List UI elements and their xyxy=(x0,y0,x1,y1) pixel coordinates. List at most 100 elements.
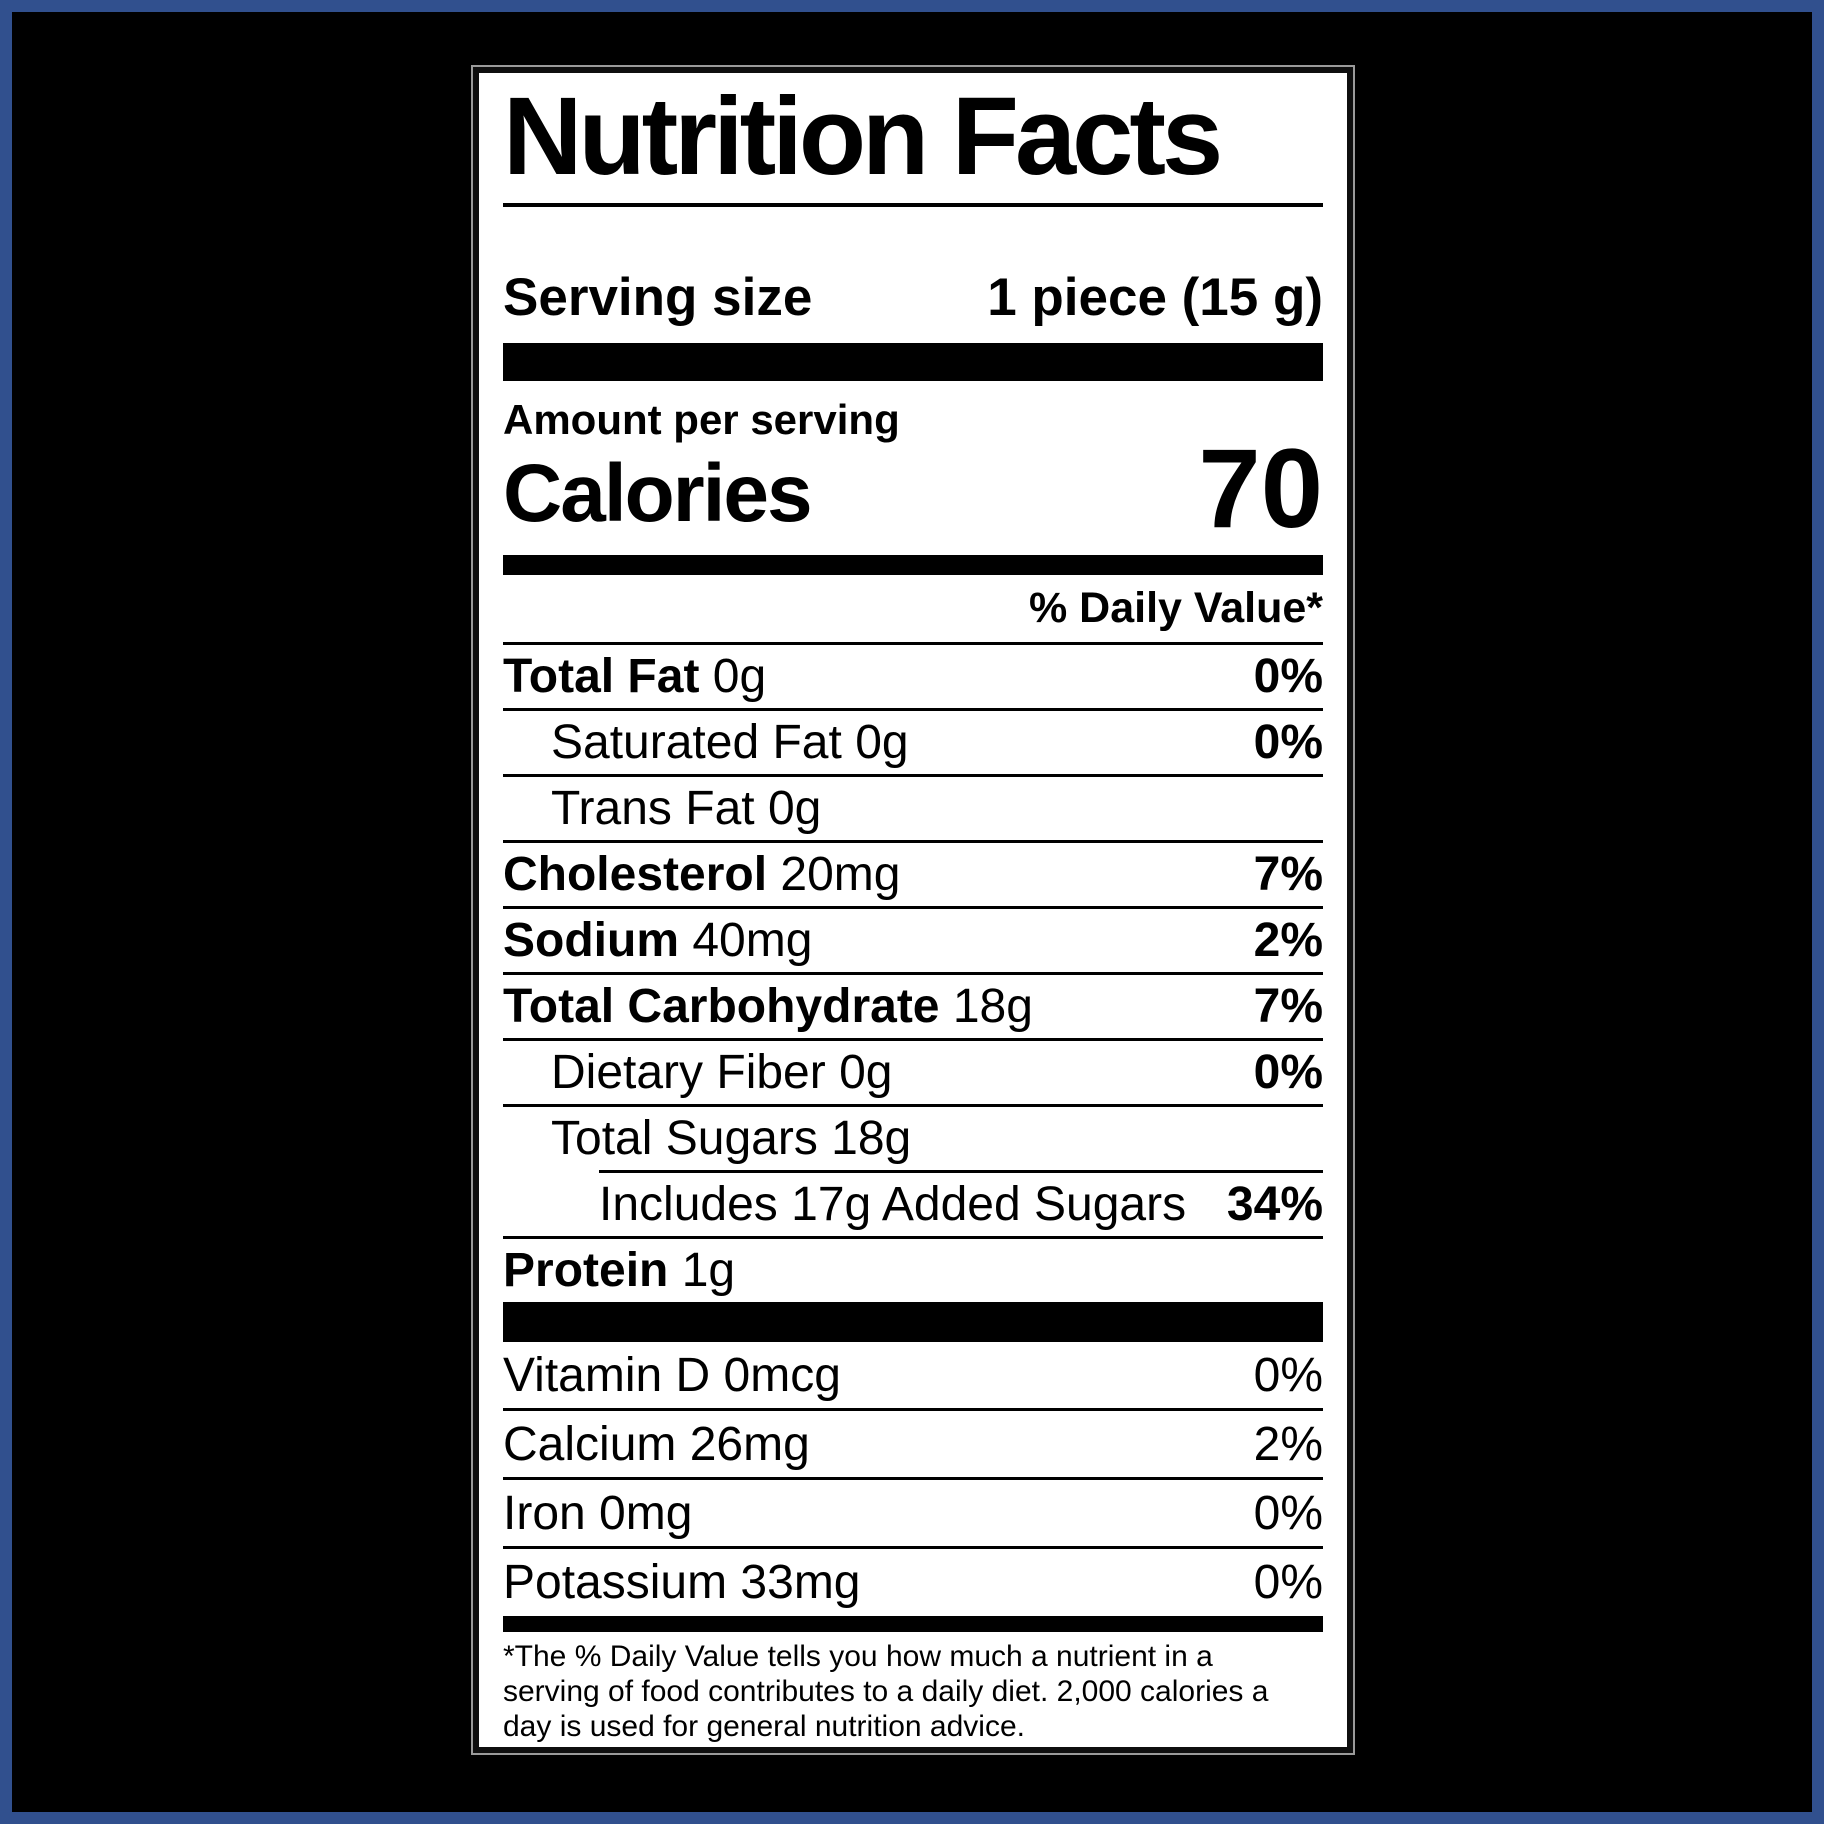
nutrient-name-and-amount: Protein 1g xyxy=(503,1243,735,1298)
thick-bar-below-serving xyxy=(503,343,1323,382)
label-title: Nutrition Facts xyxy=(503,75,1223,198)
row-divider xyxy=(503,774,1323,778)
micronutrient-row: Calcium 26mg 2% xyxy=(503,1411,1323,1477)
row-divider xyxy=(503,1236,1323,1240)
serving-size-value: 1 piece (15 g) xyxy=(987,267,1323,327)
nutrient-row: Dietary Fiber 0g 0% xyxy=(503,1041,1323,1104)
nutrient-rows: Total Fat 0g 0% Saturated Fat 0g 0% Tran… xyxy=(503,642,1323,1302)
nutrient-name: Sodium xyxy=(503,914,679,968)
nutrient-name: Total Fat xyxy=(503,650,700,704)
nutrient-name: Includes 17g Added Sugars xyxy=(599,1178,1187,1232)
nutrient-name: Dietary Fiber xyxy=(551,1046,826,1100)
nutrient-amount: 18g xyxy=(831,1112,912,1166)
calories-value: 70 xyxy=(1198,426,1323,552)
nutrient-row: Cholesterol 20mg 7% xyxy=(503,843,1323,906)
nutrient-row-unit: Sodium 40mg 2% xyxy=(503,906,1323,972)
nutrient-name-and-amount: Total Carbohydrate 18g xyxy=(503,979,1033,1034)
nutrient-name-and-amount: Cholesterol 20mg xyxy=(503,847,900,902)
calories-label: Calories xyxy=(503,448,813,540)
micronutrient-rows: Vitamin D 0mcg 0% Calcium 26mg 2% Iron 0… xyxy=(503,1342,1323,1615)
nutrient-amount: 0g xyxy=(712,650,767,704)
nutrient-percent: 34% xyxy=(1226,1178,1323,1232)
nutrient-amount: 0g xyxy=(839,1046,893,1100)
nutrient-name-and-amount: Total Fat 0g xyxy=(503,649,766,704)
nutrient-row: Protein 1g xyxy=(503,1239,1323,1302)
micronutrient-name: Vitamin D 0mcg xyxy=(503,1348,841,1402)
row-divider xyxy=(503,1408,1323,1412)
nutrient-percent: 0% xyxy=(1253,650,1323,704)
nutrient-row-unit: Includes 17g Added Sugars 34% xyxy=(503,1170,1323,1236)
nutrient-row-unit: Total Sugars 18g xyxy=(503,1104,1323,1170)
row-divider xyxy=(503,1038,1323,1042)
nutrient-name-and-amount: Dietary Fiber 0g xyxy=(503,1045,892,1100)
row-divider xyxy=(503,642,1323,646)
nutrient-amount: 18g xyxy=(952,980,1033,1034)
nutrient-percent: 7% xyxy=(1253,848,1323,902)
amount-per-serving-label: Amount per serving xyxy=(503,396,900,444)
nutrient-name: Saturated Fat xyxy=(551,716,842,770)
nutrient-name: Total Carbohydrate xyxy=(503,980,940,1034)
nutrient-row-unit: Total Carbohydrate 18g 7% xyxy=(503,972,1323,1038)
row-divider xyxy=(599,1170,1323,1174)
thick-bar-above-vitamins xyxy=(503,1302,1323,1343)
nutrient-name: Protein xyxy=(503,1244,669,1298)
micronutrient-percent: 0% xyxy=(1253,1486,1323,1540)
micronutrient-name: Iron 0mg xyxy=(503,1486,693,1540)
nutrient-name-and-amount: Includes 17g Added Sugars xyxy=(503,1177,1186,1232)
nutrient-row: Saturated Fat 0g 0% xyxy=(503,711,1323,774)
blank-area xyxy=(503,207,1323,265)
micronutrient-name: Calcium 26mg xyxy=(503,1417,810,1471)
nutrient-row: Trans Fat 0g xyxy=(503,777,1323,840)
nutrient-amount: 1g xyxy=(681,1244,736,1298)
nutrient-row-unit: Dietary Fiber 0g 0% xyxy=(503,1038,1323,1104)
micronutrient-name: Potassium 33mg xyxy=(503,1555,861,1609)
nutrient-row-unit: Protein 1g xyxy=(503,1236,1323,1302)
micronutrient-percent: 0% xyxy=(1253,1348,1323,1402)
nutrient-percent: 2% xyxy=(1253,914,1323,968)
nutrient-amount: 0g xyxy=(767,782,822,836)
nutrient-name: Trans Fat xyxy=(551,782,755,836)
nutrient-amount: 20mg xyxy=(780,848,901,902)
nutrient-name-and-amount: Sodium 40mg xyxy=(503,913,812,968)
nutrient-row-unit: Trans Fat 0g xyxy=(503,774,1323,840)
row-divider xyxy=(503,708,1323,712)
bar-above-footnote xyxy=(503,1616,1323,1633)
micronutrient-row: Vitamin D 0mcg 0% xyxy=(503,1342,1323,1408)
row-divider xyxy=(503,1546,1323,1550)
calories-row: Calories 70 xyxy=(503,426,1323,552)
nutrient-name-and-amount: Trans Fat 0g xyxy=(503,781,821,836)
row-divider xyxy=(503,840,1323,844)
nutrient-row: Includes 17g Added Sugars 34% xyxy=(503,1173,1323,1236)
nutrient-percent: 7% xyxy=(1253,980,1323,1034)
row-divider xyxy=(503,972,1323,976)
daily-value-footnote: *The % Daily Value tells you how much a … xyxy=(503,1640,1269,1744)
nutrient-row: Total Fat 0g 0% xyxy=(503,645,1323,708)
row-divider xyxy=(503,906,1323,910)
title-divider xyxy=(503,203,1323,208)
nutrition-facts-label: Nutrition Facts Serving size 1 piece (15… xyxy=(471,65,1355,1755)
nutrient-amount: 0g xyxy=(855,716,909,770)
nutrient-name: Cholesterol xyxy=(503,848,768,902)
nutrient-row-unit: Saturated Fat 0g 0% xyxy=(503,708,1323,774)
nutrient-row: Total Carbohydrate 18g 7% xyxy=(503,975,1323,1038)
nutrient-row: Total Sugars 18g xyxy=(503,1107,1323,1170)
micronutrient-percent: 0% xyxy=(1253,1555,1323,1609)
row-divider xyxy=(503,1104,1323,1108)
nutrient-name: Total Sugars xyxy=(551,1112,818,1166)
micronutrient-row: Iron 0mg 0% xyxy=(503,1480,1323,1546)
micronutrient-row-unit: Iron 0mg 0% xyxy=(503,1477,1323,1546)
nutrient-name-and-amount: Total Sugars 18g xyxy=(503,1111,911,1166)
nutrient-percent: 0% xyxy=(1253,716,1323,770)
micronutrient-row-unit: Vitamin D 0mcg 0% xyxy=(503,1342,1323,1408)
nutrient-amount: 40mg xyxy=(692,914,813,968)
nutrient-row-unit: Total Fat 0g 0% xyxy=(503,642,1323,708)
serving-size-row: Serving size 1 piece (15 g) xyxy=(503,265,1323,329)
nutrient-percent: 0% xyxy=(1253,1046,1323,1100)
micronutrient-row: Potassium 33mg 0% xyxy=(503,1549,1323,1615)
daily-value-header: % Daily Value* xyxy=(1029,584,1323,633)
row-divider xyxy=(503,1477,1323,1481)
serving-size-label: Serving size xyxy=(503,267,813,327)
micronutrient-percent: 2% xyxy=(1253,1417,1323,1471)
nutrient-row: Sodium 40mg 2% xyxy=(503,909,1323,972)
micronutrient-row-unit: Potassium 33mg 0% xyxy=(503,1546,1323,1615)
